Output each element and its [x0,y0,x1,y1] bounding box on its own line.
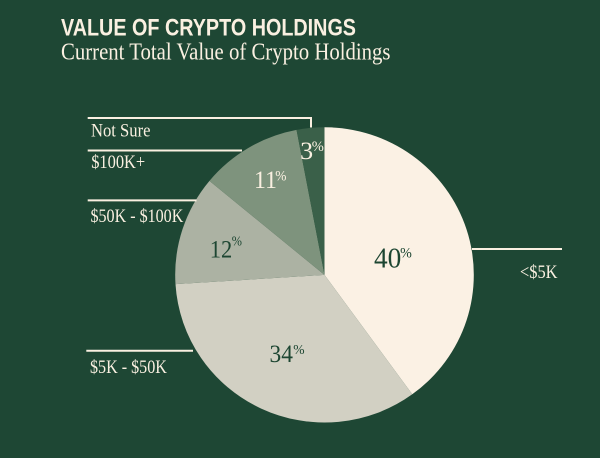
svg-text:11: 11 [254,167,277,194]
svg-text:Not Sure: Not Sure [91,121,151,142]
svg-text:3: 3 [300,138,313,165]
svg-text:%: % [400,245,412,261]
svg-text:$5K - $50K: $5K - $50K [90,357,167,378]
svg-text:%: % [275,169,286,185]
svg-text:40: 40 [374,242,401,274]
svg-text:34: 34 [270,341,294,368]
svg-text:%: % [232,235,242,250]
svg-text:12: 12 [210,237,233,264]
svg-text:$50K - $100K: $50K - $100K [91,206,184,227]
svg-text:VALUE OF CRYPTO HOLDINGS: VALUE OF CRYPTO HOLDINGS [61,15,356,42]
svg-text:%: % [293,343,305,358]
svg-text:Current Total Value of Crypto: Current Total Value of Crypto Holdings [61,40,391,66]
svg-text:$100K+: $100K+ [91,152,145,173]
svg-text:<$5K: <$5K [520,262,558,283]
svg-text:%: % [312,139,324,155]
